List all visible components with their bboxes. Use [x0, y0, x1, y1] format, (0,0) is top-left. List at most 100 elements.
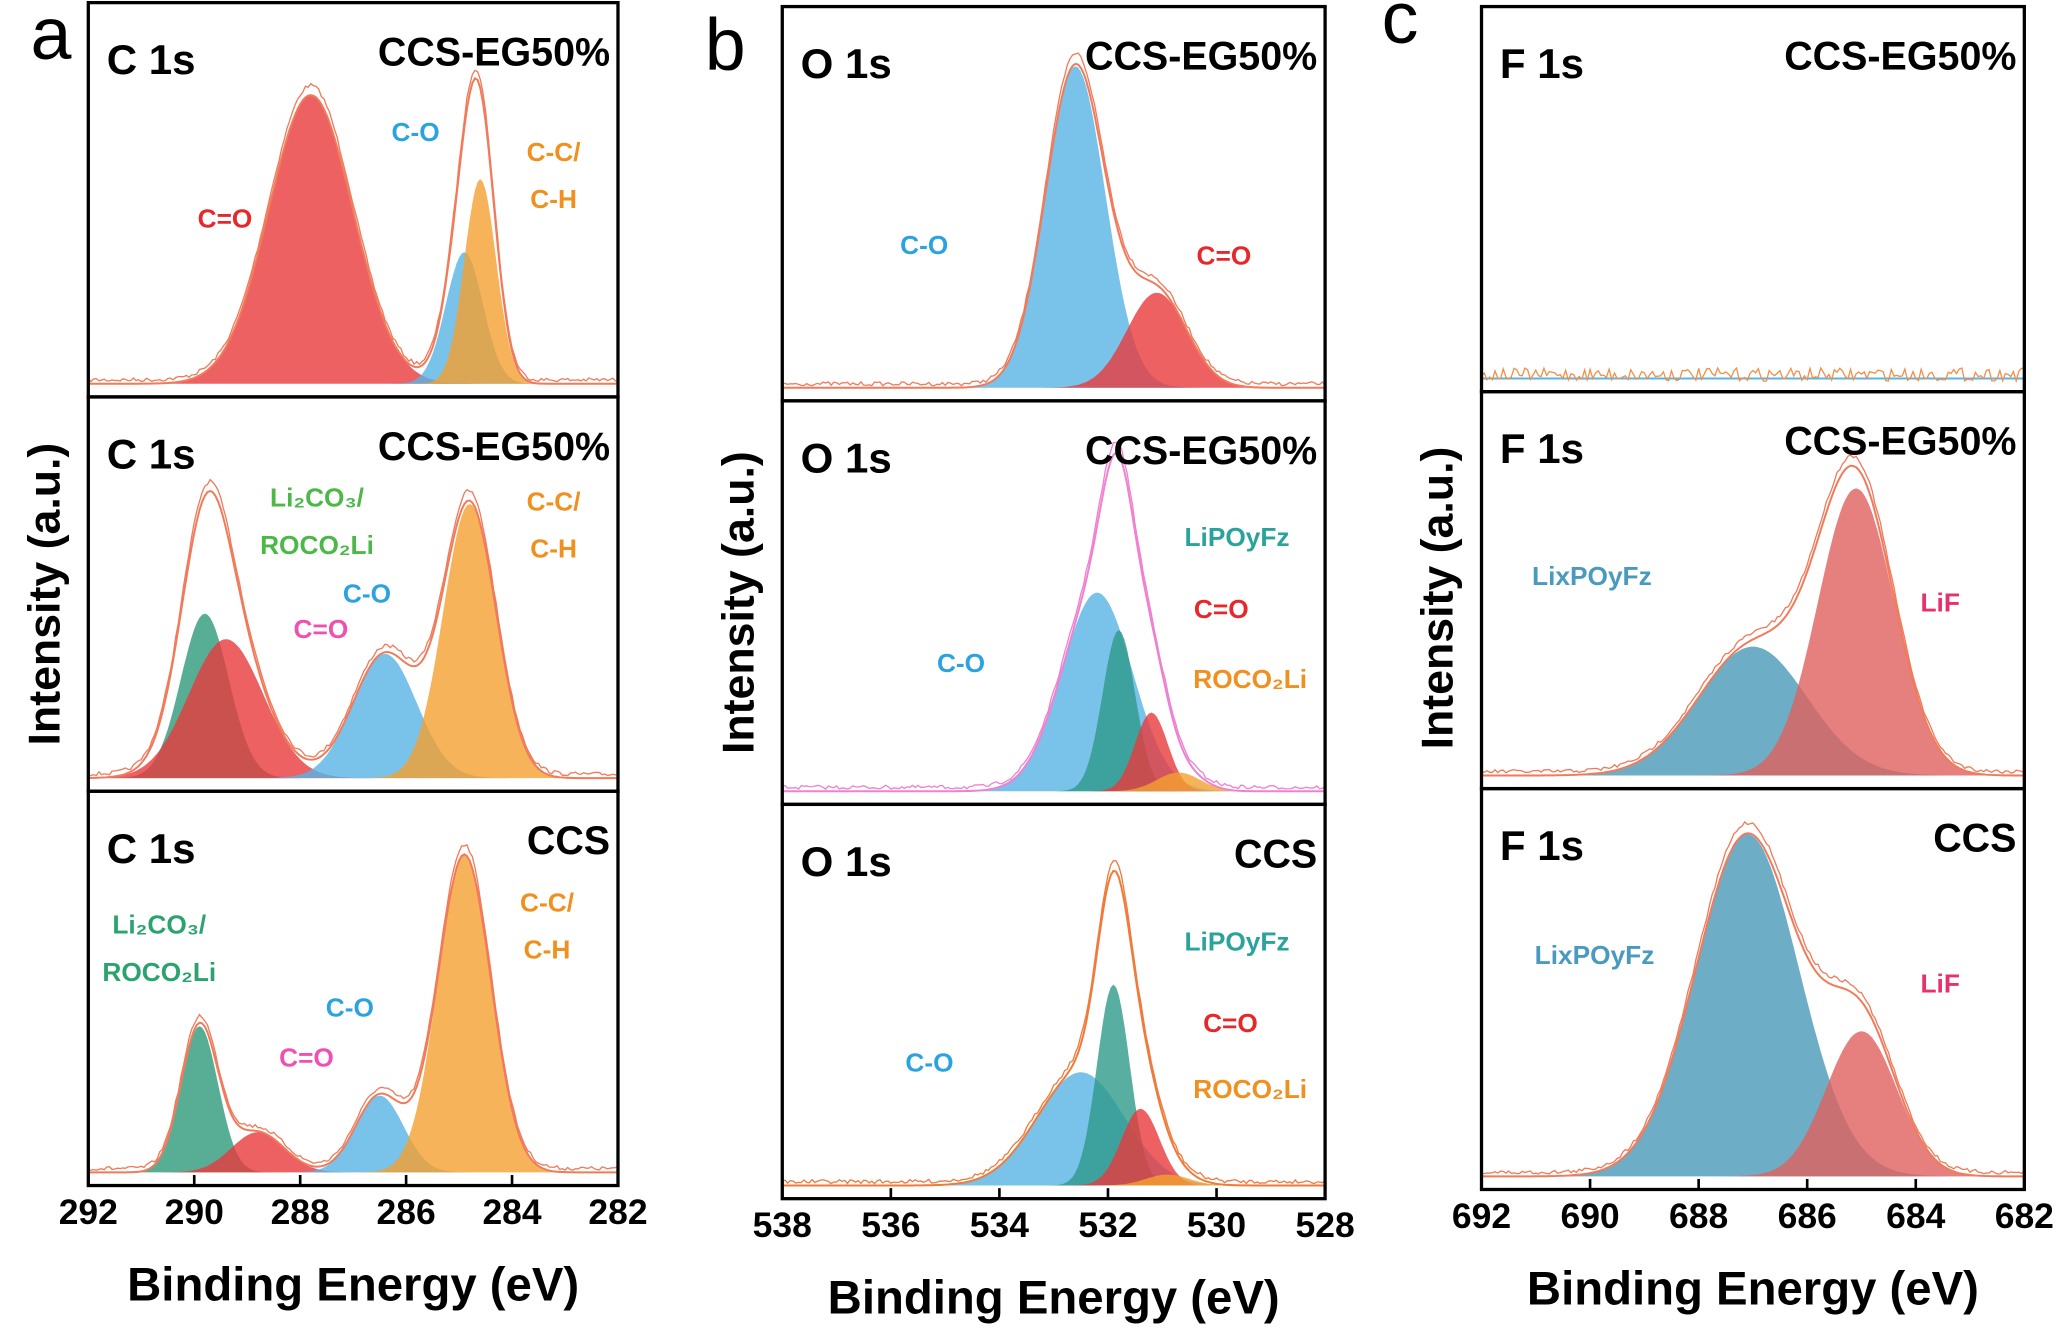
peak: [88, 639, 618, 779]
peak-label: C-C/C-H: [520, 887, 575, 964]
peak-label: LiPOyFz: [1184, 927, 1289, 957]
peak-label: C-C/C-H: [527, 137, 582, 214]
raw-trace: [782, 860, 1326, 1185]
subplot-title: C 1s: [107, 825, 196, 872]
peak: [782, 66, 1326, 388]
subplot-frame: [86, 789, 620, 1188]
peak-label: C-O: [343, 578, 391, 608]
x-axis-title: Binding Energy (eV): [828, 1272, 1280, 1325]
subplot: C=O C-O C-C/C-H C 1s CCS-EG50%: [86, 0, 620, 399]
peak-label: ROCO₂Li: [1193, 664, 1307, 694]
peak-label: ROCO₂Li: [1193, 1074, 1307, 1104]
x-tick-label: 530: [1187, 1205, 1246, 1245]
y-axis-title: Intensity (a.u.): [1414, 447, 1463, 750]
x-tick-label: 528: [1296, 1205, 1355, 1245]
peak-label: C=O: [198, 204, 253, 234]
subplot: C-O C=O O 1s CCS-EG50%: [780, 4, 1327, 403]
sample-name: CCS-EG50%: [378, 31, 610, 75]
peak: [1481, 488, 2025, 776]
peak: [782, 592, 1326, 792]
subplot-title: C 1s: [107, 431, 196, 478]
peak-label: C-O: [900, 230, 948, 260]
peak-label: C=O: [279, 1042, 334, 1072]
peak: [782, 292, 1326, 388]
subplot: F 1s CCS-EG50%: [1479, 4, 2026, 394]
peak: [88, 95, 618, 384]
x-tick-label: 688: [1669, 1196, 1728, 1236]
envelope: [88, 853, 618, 1174]
peak-label: LiF: [1921, 588, 1960, 618]
peak-label: C-O: [326, 992, 374, 1022]
x-tick-label: 292: [59, 1192, 118, 1232]
peak: [88, 653, 618, 779]
peak-label: Li₂CO₃/ROCO₂Li: [102, 910, 216, 987]
sample-name: CCS-EG50%: [378, 425, 610, 469]
x-axis-title: Binding Energy (eV): [1527, 1262, 1979, 1315]
x-axis-title: Binding Energy (eV): [127, 1259, 579, 1312]
subplot-title: O 1s: [801, 434, 892, 481]
sample-name: CCS-EG50%: [1784, 420, 2016, 464]
raw-trace: [1481, 454, 2025, 774]
peak: [88, 1026, 618, 1173]
x-tick-label: 684: [1886, 1196, 1945, 1236]
peak-label: LiPOyFz: [1184, 522, 1289, 552]
envelope: [782, 451, 1326, 793]
peak: [88, 1095, 618, 1173]
raw-trace: [782, 441, 1326, 791]
peak-label: LiF: [1921, 969, 1960, 999]
raw-trace: [87, 843, 619, 1171]
subplot-frame: [1479, 786, 2026, 1192]
sample-name: CCS: [527, 819, 610, 863]
peak-label: C-O: [905, 1048, 953, 1078]
y-axis-title: Intensity (a.u.): [714, 451, 763, 754]
subplot-title: O 1s: [801, 40, 892, 87]
x-tick-label: 690: [1560, 1196, 1619, 1236]
x-tick-label: 534: [970, 1205, 1029, 1245]
x-tick-label: 538: [753, 1205, 812, 1245]
x-tick-label: 692: [1452, 1196, 1511, 1236]
envelope: [782, 62, 1326, 389]
raw-trace: [1481, 820, 2025, 1175]
x-tick-label: 536: [861, 1205, 920, 1245]
peak: [88, 854, 618, 1173]
raw-trace: [88, 478, 619, 777]
x-tick-label: 284: [482, 1192, 541, 1232]
sample-name: CCS: [1933, 817, 2016, 861]
envelope: [1481, 464, 2025, 777]
peak-label: C=O: [294, 614, 349, 644]
subplot-title: C 1s: [107, 36, 196, 83]
panel-letter: a: [30, 0, 71, 75]
subplot: Li₂CO₃/ROCO₂Li C=O C-O C-C/C-H C 1s CCS: [86, 789, 620, 1188]
raw-trace: [782, 52, 1326, 387]
peak: [1481, 834, 2025, 1177]
subplot-title: F 1s: [1500, 40, 1584, 87]
envelope: [88, 489, 618, 780]
subplot: C-O LiPOyFz C=O ROCO₂Li O 1s CCS: [780, 802, 1327, 1201]
peak-label: LixPOyFz: [1532, 561, 1652, 591]
panel-letter: b: [705, 2, 746, 85]
peak: [782, 1174, 1326, 1186]
subplot-title: F 1s: [1500, 425, 1584, 472]
subplot-title: O 1s: [801, 838, 892, 885]
subplot-frame: [780, 802, 1327, 1201]
peak: [1481, 646, 2025, 776]
subplot: LixPOyFz LiF F 1s CCS: [1479, 786, 2026, 1192]
peak: [782, 1072, 1326, 1186]
envelope: [1481, 832, 2025, 1178]
x-tick-label: 288: [271, 1192, 330, 1232]
peak-label: Li₂CO₃/ROCO₂Li: [260, 482, 374, 559]
peak-label: C=O: [1197, 241, 1252, 271]
peak-label: LixPOyFz: [1535, 940, 1655, 970]
peak: [88, 1132, 618, 1173]
envelope: [782, 869, 1326, 1187]
raw-trace: [1481, 365, 2025, 384]
x-tick-label: 532: [1078, 1205, 1137, 1245]
subplot-title: F 1s: [1500, 822, 1584, 869]
x-tick-label: 286: [377, 1192, 436, 1232]
sample-name: CCS-EG50%: [1085, 429, 1317, 473]
subplot: Li₂CO₃/ROCO₂Li C=O C-O C-C/C-H C 1s CCS-EG50%: [86, 395, 620, 793]
peak-label: C-O: [937, 648, 985, 678]
sample-name: CCS-EG50%: [1085, 35, 1317, 79]
peak: [782, 772, 1326, 792]
